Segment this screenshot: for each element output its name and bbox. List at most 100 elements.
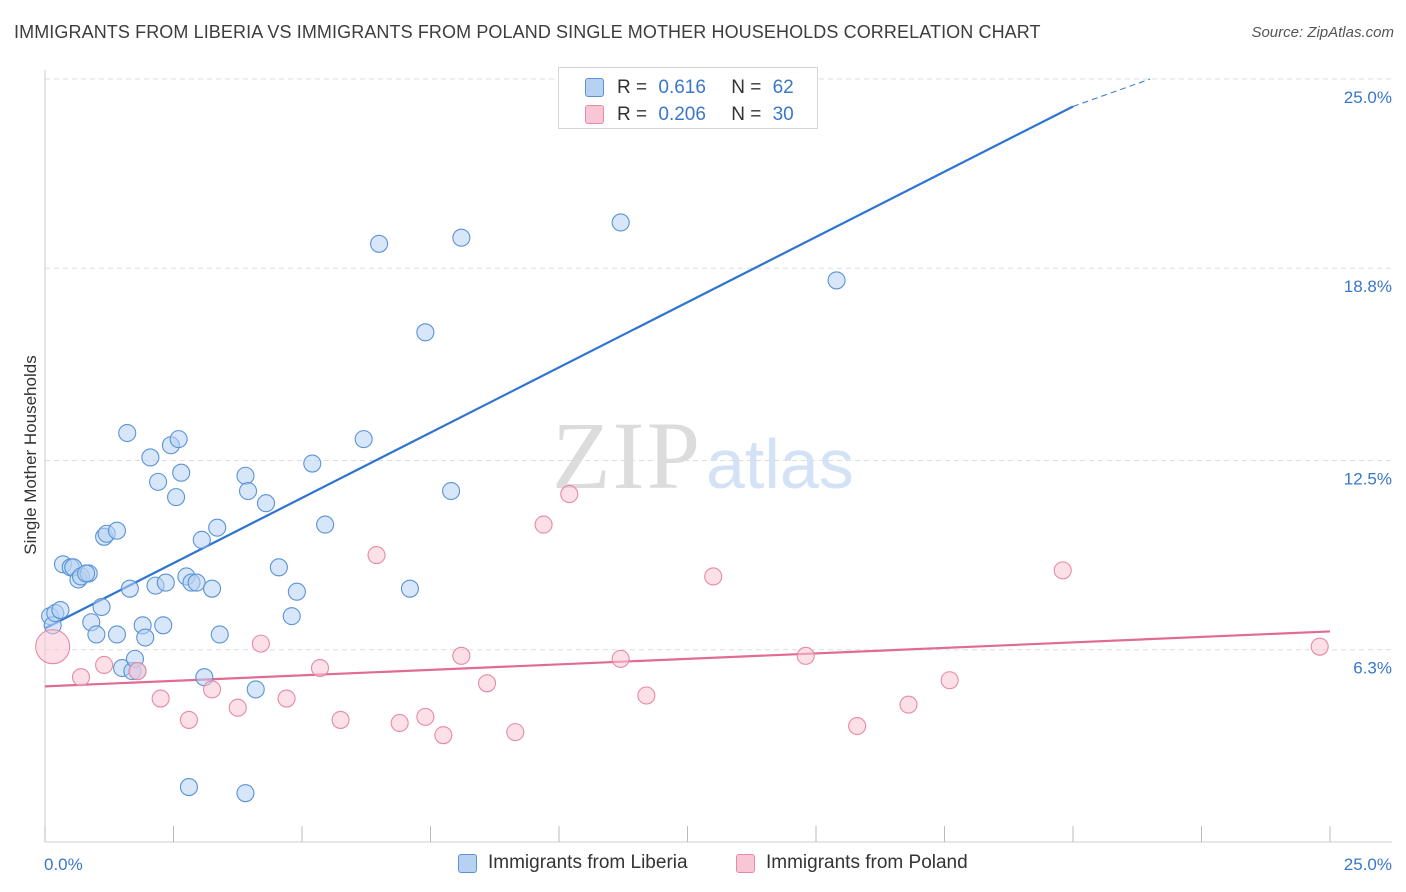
poland-point-11 — [331, 710, 350, 729]
trend-line-liberia — [44, 105, 1074, 630]
bottom-poland-swatch — [736, 854, 755, 873]
poland-point-10 — [310, 658, 330, 678]
poland-point-5 — [179, 710, 198, 729]
liberia-point-17 — [107, 625, 127, 644]
liberia-point-29 — [154, 616, 173, 635]
liberia-r-label: R = — [617, 77, 648, 98]
liberia-point-46 — [256, 494, 276, 513]
liberia-swatch — [585, 78, 604, 97]
poland-point-6 — [203, 680, 222, 699]
liberia-n-label: N = — [731, 77, 762, 98]
poland-point-12 — [367, 546, 386, 565]
liberia-point-19 — [118, 423, 137, 443]
axes — [44, 70, 1392, 843]
bottom-poland-label: Immigrants from Poland — [766, 852, 968, 873]
liberia-point-56 — [442, 481, 461, 501]
x-tick-label-1: 25.0% — [1344, 855, 1392, 874]
liberia-point-42 — [210, 625, 229, 644]
x-tick-label-0: 0.0% — [44, 855, 83, 874]
poland-point-1 — [71, 668, 91, 687]
liberia-point-57 — [452, 228, 471, 247]
chart-title: IMMIGRANTS FROM LIBERIA VS IMMIGRANTS FR… — [14, 22, 1041, 42]
liberia-point-54 — [400, 579, 419, 598]
poland-point-21 — [611, 649, 630, 668]
poland-point-17 — [477, 674, 497, 693]
poland-point-25 — [848, 716, 867, 736]
poland-point-26 — [899, 695, 918, 714]
poland-r-value: 0.206 — [658, 104, 706, 125]
poland-point-8 — [251, 634, 270, 653]
liberia-point-40 — [203, 579, 222, 598]
poland-point-15 — [434, 726, 453, 745]
liberia-point-32 — [167, 488, 186, 507]
liberia-point-43 — [236, 466, 255, 485]
liberia-point-3 — [51, 600, 70, 620]
poland-point-23 — [704, 567, 723, 586]
poland-n-value: 30 — [772, 104, 794, 125]
liberia-point-61 — [236, 784, 255, 803]
liberia-point-47 — [269, 558, 288, 577]
poland-point-2 — [95, 655, 114, 675]
liberia-r-value: 0.616 — [658, 77, 706, 98]
y-tick-label-2: 18.8% — [1344, 277, 1392, 296]
liberia-point-45 — [246, 680, 265, 699]
poland-point-9 — [277, 689, 296, 708]
liberia-point-60 — [179, 778, 198, 797]
poland-point-14 — [416, 707, 435, 726]
liberia-point-20 — [120, 579, 139, 598]
liberia-point-30 — [156, 573, 175, 592]
poland-point-28 — [1053, 561, 1072, 580]
poland-point-7 — [228, 698, 247, 717]
liberia-point-26 — [141, 448, 160, 467]
stats-legend: R = 0.616 N = 62 R = 0.206 N = 30 — [558, 67, 818, 129]
liberia-point-50 — [303, 454, 322, 473]
poland-point-29 — [1310, 637, 1329, 656]
liberia-point-53 — [370, 234, 389, 253]
watermark-atlas: atlas — [706, 425, 854, 503]
liberia-point-25 — [136, 628, 155, 647]
liberia-point-59 — [827, 271, 846, 290]
liberia-point-38 — [192, 530, 211, 549]
poland-n-label: N = — [731, 104, 762, 125]
source-label: Source: ZipAtlas.com — [1251, 24, 1394, 41]
liberia-point-33 — [169, 430, 188, 449]
liberia-point-34 — [172, 463, 191, 482]
grid-lines — [45, 78, 1392, 651]
liberia-point-49 — [287, 582, 306, 601]
poland-point-20 — [560, 485, 579, 504]
poland-point-3 — [128, 662, 147, 681]
y-tick-label-3: 25.0% — [1344, 88, 1392, 107]
liberia-point-37 — [187, 573, 206, 592]
poland-point-19 — [534, 515, 553, 534]
liberia-point-55 — [416, 323, 435, 342]
poland-point-4 — [151, 689, 170, 708]
liberia-n-value: 62 — [772, 77, 794, 98]
tick-labels: 6.3% 12.5% 18.8% 25.0% 0.0% 25.0% — [44, 88, 1392, 874]
trend-line-liberia-extension — [1072, 78, 1151, 107]
poland-point-27 — [940, 671, 959, 690]
liberia-point-58 — [611, 213, 630, 232]
data-points — [35, 213, 1329, 803]
poland-point-18 — [506, 723, 525, 742]
liberia-point-51 — [316, 515, 335, 534]
trend-lines — [44, 78, 1331, 688]
liberia-point-10 — [77, 564, 96, 583]
liberia-point-16 — [107, 521, 127, 540]
liberia-point-41 — [208, 518, 227, 537]
liberia-point-48 — [282, 607, 301, 626]
trend-line-poland — [44, 630, 1331, 688]
bottom-liberia-swatch — [458, 854, 477, 873]
poland-r-label: R = — [617, 104, 648, 125]
y-tick-label-1: 12.5% — [1344, 470, 1392, 489]
liberia-point-28 — [149, 472, 168, 491]
liberia-point-52 — [354, 430, 373, 449]
liberia-point-12 — [87, 625, 106, 644]
liberia-point-44 — [238, 481, 258, 501]
poland-swatch — [585, 105, 604, 124]
poland-point-0 — [35, 629, 71, 665]
poland-point-13 — [390, 713, 409, 733]
poland-point-22 — [637, 686, 656, 705]
y-axis-label: Single Mother Households — [21, 355, 40, 554]
liberia-point-13 — [92, 597, 111, 617]
